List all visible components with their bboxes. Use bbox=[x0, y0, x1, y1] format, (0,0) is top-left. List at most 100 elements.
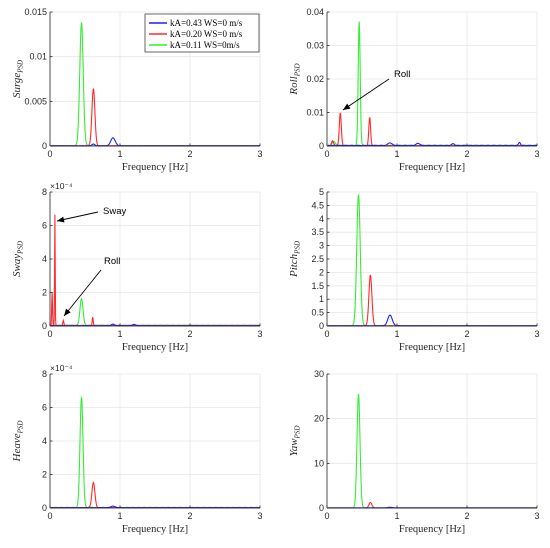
x-tick-label: 2 bbox=[187, 149, 192, 159]
axis-multiplier: ×10⁻⁴ bbox=[50, 181, 73, 191]
legend-label: kA=0.43 WS=0 m/s bbox=[170, 18, 243, 28]
y-axis-label-subscript: PSD bbox=[17, 60, 25, 74]
y-axis-label: SurgePSD bbox=[11, 60, 25, 98]
y-tick-label: 30 bbox=[314, 369, 324, 379]
series-line-green bbox=[50, 396, 261, 509]
x-axis-label: Frequency [Hz] bbox=[122, 342, 188, 353]
x-axis-label: Frequency [Hz] bbox=[399, 342, 465, 353]
y-tick-label: 0 bbox=[42, 503, 47, 513]
y-axis-label: SwayPSD bbox=[11, 241, 25, 277]
y-tick-label: 4 bbox=[42, 436, 47, 446]
x-tick-label: 1 bbox=[117, 511, 122, 521]
y-tick-label: 0.5 bbox=[311, 308, 324, 318]
y-axis-label: HeavePSD bbox=[11, 421, 25, 463]
panel-pitch: 0 1 2 3 0 0.5 1 1.5 2 2.5 3 3.5 4 4.5 5 Frequency [Hz] P… bbox=[288, 187, 540, 353]
y-axis-label: YawPSD bbox=[288, 426, 302, 457]
y-tick-label: 1 bbox=[319, 294, 324, 304]
y-tick-label: 2 bbox=[42, 288, 47, 298]
annotation-roll-arrow bbox=[342, 78, 390, 111]
x-tick-label: 2 bbox=[464, 149, 469, 159]
series-line-green bbox=[327, 194, 538, 327]
y-axis-label-main: Surge bbox=[11, 73, 23, 98]
x-tick-label: 0 bbox=[47, 511, 52, 521]
x-tick-label: 3 bbox=[257, 329, 262, 339]
annotation-roll2-arrow bbox=[63, 269, 102, 317]
x-axis-label: Frequency [Hz] bbox=[122, 162, 188, 173]
x-tick-label: 2 bbox=[187, 329, 192, 339]
legend: kA=0.43 WS=0 m/skA=0.20 WS=0 m/skA=0.11 … bbox=[144, 13, 260, 53]
y-tick-label: 2 bbox=[319, 267, 324, 277]
y-axis-label-subscript: PSD bbox=[294, 63, 302, 77]
x-tick-label: 0 bbox=[324, 149, 329, 159]
annotation-roll-label: Roll bbox=[394, 69, 410, 80]
y-tick-label: 0.01 bbox=[306, 108, 324, 118]
y-tick-label: 3.5 bbox=[311, 227, 324, 237]
series-line-red bbox=[327, 112, 538, 147]
y-tick-label: 3 bbox=[319, 241, 324, 251]
y-tick-label: 2.5 bbox=[311, 254, 324, 264]
y-tick-label: 0 bbox=[42, 321, 47, 331]
y-tick-label: 0.005 bbox=[24, 96, 47, 106]
panel-surge: 0 1 2 3 0 0.005 0.01 0.015 Frequency [Hz] SurgePS… bbox=[11, 7, 263, 173]
x-tick-label: 2 bbox=[187, 511, 192, 521]
y-axis-label-subscript: PSD bbox=[17, 421, 25, 435]
y-tick-label: 8 bbox=[42, 187, 47, 197]
x-tick-label: 0 bbox=[47, 149, 52, 159]
y-axis-label-subscript: PSD bbox=[294, 241, 302, 255]
y-axis-label-subscript: PSD bbox=[294, 426, 302, 440]
series-line-red bbox=[327, 501, 538, 509]
x-tick-label: 2 bbox=[464, 511, 469, 521]
y-tick-label: 0.03 bbox=[306, 41, 324, 51]
x-tick-label: 1 bbox=[394, 329, 399, 339]
annotation-sway-label: Sway bbox=[103, 206, 126, 217]
y-tick-label: 4 bbox=[319, 214, 324, 224]
y-axis-label-main: Yaw bbox=[288, 438, 300, 457]
y-tick-label: 0.01 bbox=[29, 52, 47, 62]
y-tick-label: 0.04 bbox=[306, 7, 324, 17]
y-tick-label: 0 bbox=[319, 141, 324, 151]
axis-multiplier: ×10⁻⁴ bbox=[50, 363, 73, 373]
y-tick-label: 8 bbox=[42, 369, 47, 379]
y-tick-label: 1.5 bbox=[311, 281, 324, 291]
annotation-sway-arrow-head bbox=[57, 216, 65, 223]
series-line-red bbox=[50, 88, 261, 147]
y-tick-label: 10 bbox=[314, 458, 324, 468]
y-tick-label: 5 bbox=[319, 187, 324, 197]
y-axis-label: PitchPSD bbox=[288, 241, 302, 278]
x-axis-label: Frequency [Hz] bbox=[122, 524, 188, 535]
x-tick-label: 3 bbox=[534, 149, 539, 159]
x-tick-label: 3 bbox=[257, 511, 262, 521]
x-tick-label: 3 bbox=[257, 149, 262, 159]
series-line-blue bbox=[327, 141, 538, 147]
legend-label: kA=0.20 WS=0 m/s bbox=[170, 29, 243, 39]
x-tick-label: 3 bbox=[534, 511, 539, 521]
y-axis-label: RollPSD bbox=[288, 63, 302, 95]
legend-label: kA=0.11 WS=0m/s bbox=[170, 40, 240, 50]
y-tick-label: 6 bbox=[42, 403, 47, 413]
y-tick-label: 20 bbox=[314, 414, 324, 424]
y-tick-label: 0 bbox=[319, 503, 324, 513]
y-tick-label: 0 bbox=[319, 321, 324, 331]
x-tick-label: 3 bbox=[534, 329, 539, 339]
series-line-green bbox=[327, 21, 538, 147]
y-tick-label: 2 bbox=[42, 470, 47, 480]
y-tick-label: 4.5 bbox=[311, 200, 324, 210]
series-line-blue bbox=[50, 137, 261, 147]
panel-heave: 0 1 2 3 0 2 4 6 8×10⁻⁴ Frequency [Hz] HeavePSD bbox=[11, 363, 263, 535]
series-line-red bbox=[50, 214, 261, 327]
y-tick-label: 6 bbox=[42, 221, 47, 231]
series-line-green bbox=[327, 393, 538, 509]
x-tick-label: 1 bbox=[117, 329, 122, 339]
x-axis-label: Frequency [Hz] bbox=[399, 524, 465, 535]
series-line-blue bbox=[327, 314, 538, 327]
series-line-green bbox=[50, 297, 261, 327]
y-axis-label-main: Sway bbox=[11, 254, 23, 277]
annotation-roll-arrow-head bbox=[343, 103, 351, 110]
x-tick-label: 0 bbox=[324, 511, 329, 521]
y-axis-label-main: Pitch bbox=[288, 253, 300, 278]
y-tick-label: 4 bbox=[42, 254, 47, 264]
series-line-red bbox=[327, 274, 538, 327]
